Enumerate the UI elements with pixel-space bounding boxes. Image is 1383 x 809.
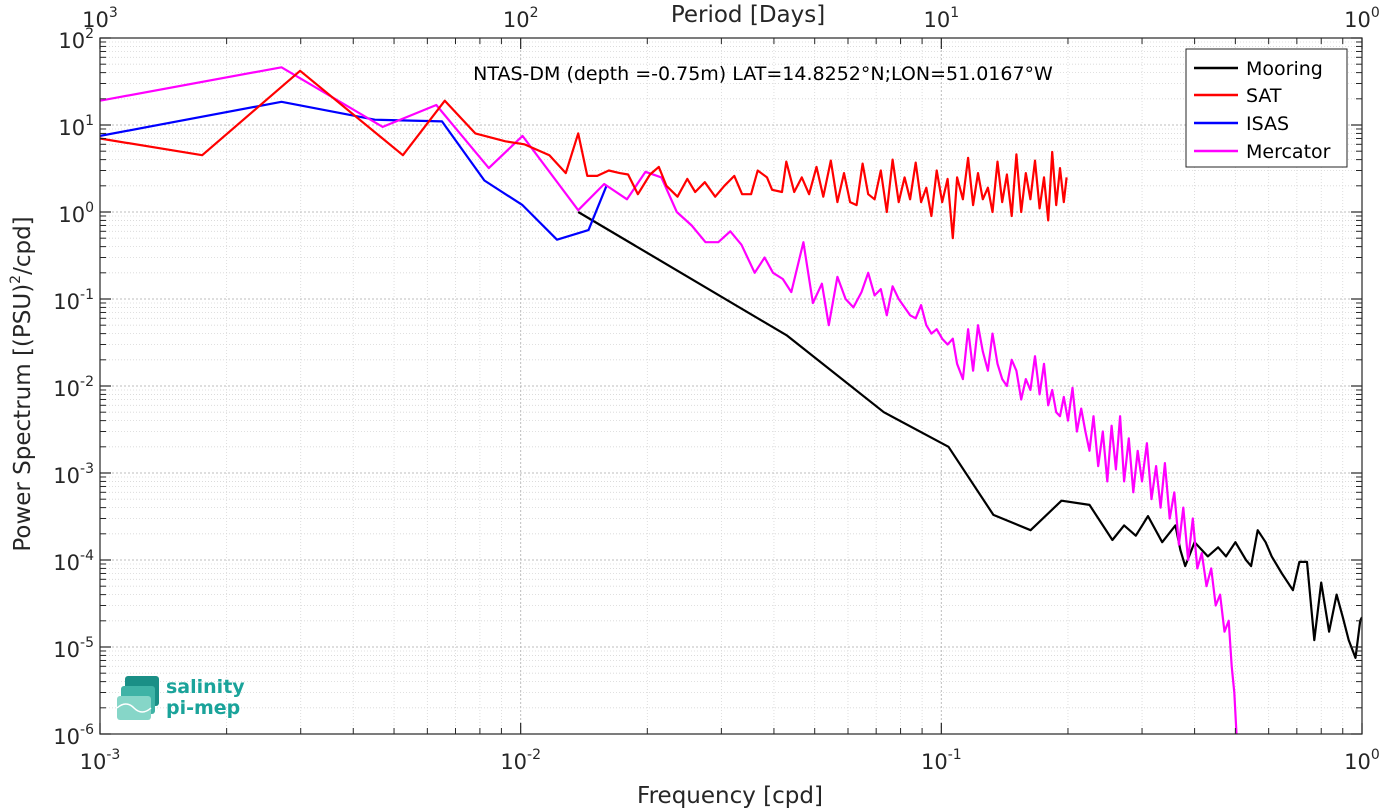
series-layer: [100, 66, 1362, 734]
top-tick-labels: 103 102 101 100: [82, 5, 1380, 32]
chart-title: NTAS-DM (depth =-0.75m) LAT=14.8252°N;LO…: [473, 63, 1053, 85]
y-tick-label: 100: [58, 200, 94, 227]
x-tick-label: 10-3: [80, 747, 121, 774]
x-tick-label: 10-1: [921, 747, 962, 774]
y-tick-label: 10-3: [53, 461, 94, 488]
x-tick-label: 10-2: [500, 747, 541, 774]
series-line-mooring: [577, 211, 1362, 660]
top-tick-label: 103: [82, 5, 118, 32]
y-tick-label: 101: [58, 113, 94, 140]
top-tick-label: 101: [924, 5, 960, 32]
top-tick-label: 102: [503, 5, 539, 32]
legend-label-sat: SAT: [1246, 85, 1282, 107]
legend: Mooring SAT ISAS Mercator: [1185, 48, 1348, 168]
y-tick-label: 10-5: [53, 635, 94, 662]
tick-marks: [99, 37, 1363, 735]
legend-label-isas: ISAS: [1246, 113, 1289, 135]
y-tick-label: 10-2: [53, 374, 94, 401]
wave-logo-icon: [116, 676, 159, 720]
logo-text-salinity: salinity: [166, 676, 245, 698]
series-line-isas: [100, 100, 608, 241]
legend-label-mooring: Mooring: [1246, 58, 1323, 80]
salinity-pi-mep-logo: salinity pi-mep: [116, 676, 245, 720]
y-tick-label: 102: [58, 26, 94, 53]
series-line-mercator: [100, 66, 1238, 734]
top-tick-label: 100: [1344, 5, 1380, 32]
y-tick-label: 10-1: [53, 287, 94, 314]
y-tick-label: 10-6: [53, 722, 94, 749]
top-axis-title: Period [Days]: [671, 2, 825, 28]
logo-text-pi-mep: pi-mep: [166, 697, 240, 719]
series-line-sat: [100, 69, 1068, 240]
y-tick-label: 10-4: [53, 548, 94, 575]
x-tick-label: 100: [1344, 747, 1380, 774]
y-axis-title: Power Spectrum [(PSU)2/cpd]: [8, 216, 36, 551]
x-axis-title: Frequency [cpd]: [637, 783, 823, 809]
legend-label-mercator: Mercator: [1246, 141, 1331, 163]
x-tick-labels: 10-3 10-2 10-1 100: [80, 747, 1380, 774]
y-tick-labels: 102 101 100 10-1 10-2 10-3 10-4 10-5 10-6: [53, 26, 94, 749]
